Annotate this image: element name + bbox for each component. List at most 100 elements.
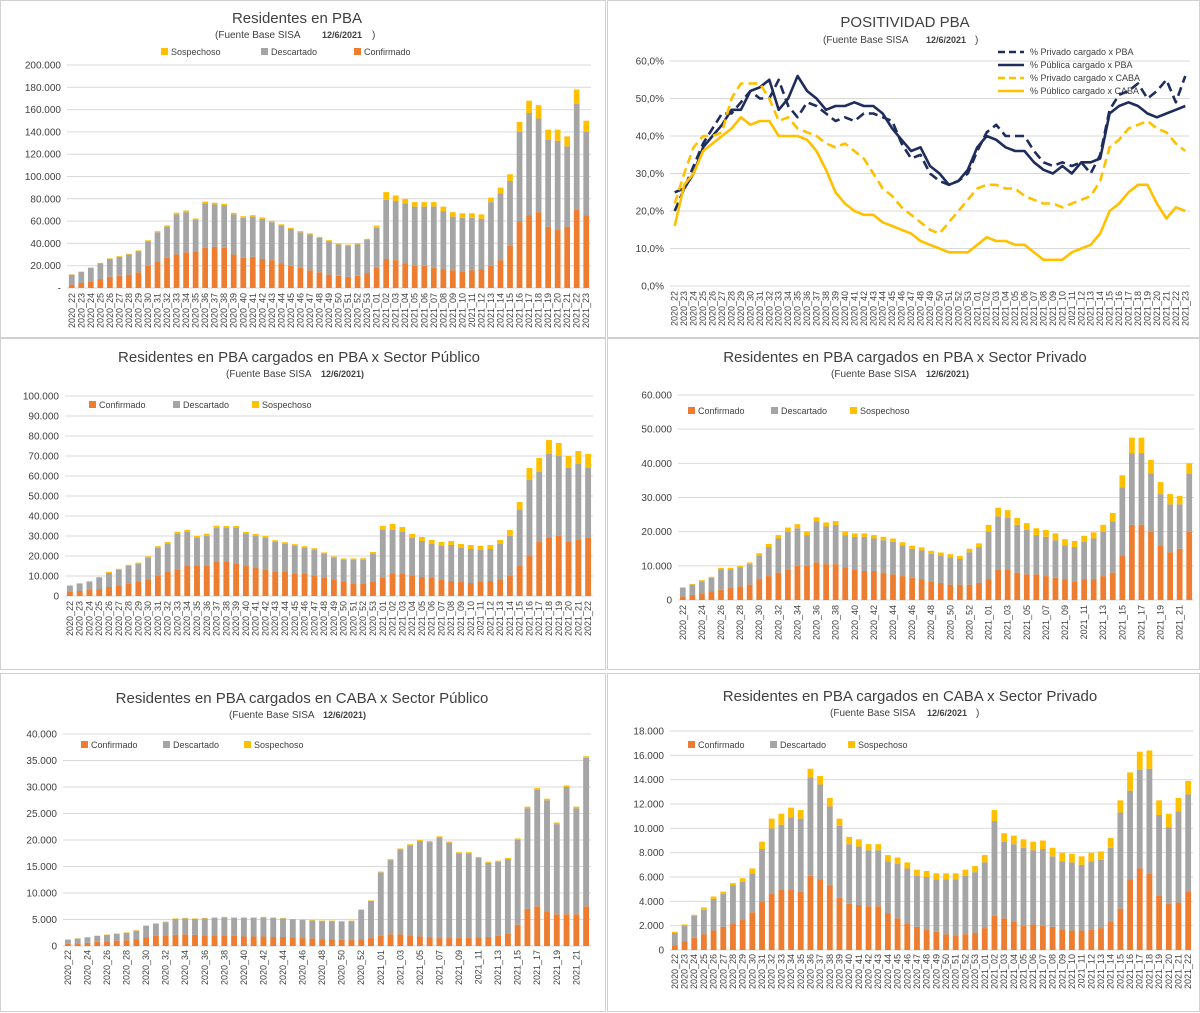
bar-descartado — [1158, 494, 1164, 545]
bar-confirmado — [370, 582, 376, 596]
bar-descartado — [183, 212, 189, 252]
bar-descartado — [145, 241, 151, 266]
bar-descartado — [1167, 504, 1173, 552]
x-tick-label: 2021_12 — [485, 601, 495, 636]
x-tick-label: 2020_38 — [219, 950, 229, 985]
bar-descartado — [114, 934, 120, 941]
x-tick-label: 2020_42 — [260, 601, 270, 636]
y-tick-label: 40,0% — [636, 132, 664, 143]
bar-sospechoso — [223, 526, 229, 528]
bar-sospechoso — [866, 844, 872, 850]
bar-descartado — [272, 542, 278, 572]
bar-descartado — [885, 861, 891, 913]
bar-confirmado — [785, 569, 791, 600]
x-tick-label: 2020_38 — [221, 601, 231, 636]
bar-descartado — [153, 924, 159, 936]
bar-descartado — [928, 554, 934, 581]
bar-sospechoso — [564, 785, 570, 787]
bar-confirmado — [517, 221, 523, 288]
bar-confirmado — [184, 566, 190, 596]
x-tick-label: 2021_22 — [1183, 954, 1193, 989]
bar-sospechoso — [107, 258, 113, 259]
bar-descartado — [292, 546, 298, 574]
bar-sospechoso — [1069, 854, 1075, 863]
y-tick-label: 60.000 — [28, 472, 59, 483]
bar-confirmado — [986, 580, 992, 601]
legend-label-sospechoso: Sospechoso — [254, 740, 304, 750]
x-tick-label: 2021_17 — [1135, 954, 1145, 989]
bar-confirmado — [380, 578, 386, 596]
x-tick-label: 2021_18 — [544, 601, 554, 636]
bar-descartado — [583, 132, 589, 216]
x-tick-label: 2020_28 — [124, 601, 134, 636]
bar-confirmado — [431, 268, 437, 288]
bar-confirmado — [307, 270, 313, 288]
bar-confirmado — [1177, 549, 1183, 600]
bar-descartado — [804, 535, 810, 566]
bar-confirmado — [270, 937, 276, 946]
x-tick-label: 2021_19 — [1154, 954, 1164, 989]
bar-confirmado — [890, 574, 896, 600]
bar-confirmado — [1062, 580, 1068, 601]
x-tick-label: 2020_35 — [192, 601, 202, 636]
bar-confirmado — [709, 591, 715, 600]
bar-descartado — [440, 211, 446, 269]
bar-sospechoso — [1005, 510, 1011, 518]
bar-confirmado — [165, 572, 171, 596]
bar-confirmado — [183, 252, 189, 288]
y-tick-label: 70.000 — [28, 452, 59, 463]
chart-subtitle-date: 12/6/2021 — [926, 35, 966, 45]
x-tick-label: 2021_11 — [1079, 605, 1089, 639]
bar-confirmado — [583, 216, 589, 288]
bar-descartado — [317, 238, 323, 273]
bar-sospechoso — [526, 101, 532, 113]
x-tick-label: 2021_15 — [513, 950, 523, 985]
chart-subtitle-source: (Fuente Base SISA — [229, 710, 315, 721]
bar-confirmado — [1079, 931, 1085, 950]
bar-sospechoso — [479, 214, 485, 218]
bar-confirmado — [795, 566, 801, 600]
bar-confirmado — [808, 876, 814, 950]
y-tick-label: 0 — [666, 596, 672, 607]
bar-sospechoso — [1072, 541, 1078, 547]
chart-subtitle-source: (Fuente Base SISA — [823, 35, 909, 46]
bar-descartado — [488, 202, 494, 266]
y-tick-label: 20.000 — [28, 552, 59, 563]
bar-confirmado — [204, 566, 210, 596]
chart-subtitle-close: ) — [976, 708, 979, 719]
bar-confirmado — [368, 938, 374, 946]
x-tick-label: 2020_32 — [773, 605, 783, 640]
bar-confirmado — [440, 269, 446, 288]
bar-sospechoso — [485, 862, 491, 863]
bar-descartado — [938, 556, 944, 583]
bar-confirmado — [78, 283, 84, 288]
bar-confirmado — [427, 938, 433, 946]
bar-confirmado — [992, 916, 998, 950]
bar-sospechoso — [221, 917, 227, 918]
bar-confirmado — [253, 568, 259, 596]
bar-descartado — [1177, 504, 1183, 548]
x-tick-label: 2021_15 — [1115, 954, 1125, 989]
bar-sospechoso — [309, 920, 315, 921]
bar-confirmado — [574, 210, 580, 288]
bar-confirmado — [505, 933, 511, 946]
bar-descartado — [77, 584, 83, 591]
bar-descartado — [133, 931, 139, 939]
bar-sospechoso — [1091, 532, 1097, 538]
bar-confirmado — [364, 274, 370, 288]
bar-sospechoso — [368, 900, 374, 901]
bar-sospechoso — [928, 551, 934, 554]
bar-sospechoso — [709, 577, 715, 578]
chart-pba-publico: Residentes en PBA cargados en PBA x Sect… — [1, 339, 607, 671]
bar-descartado — [390, 530, 396, 574]
bars — [672, 750, 1191, 950]
bar-sospechoso — [1148, 460, 1154, 474]
bar-descartado — [106, 573, 112, 587]
x-tick-label: 2020_22 — [67, 293, 77, 328]
bar-descartado — [766, 547, 772, 576]
bar-sospechoso — [827, 798, 833, 807]
x-tick-label: 2020_26 — [105, 293, 115, 328]
bar-confirmado — [904, 923, 910, 950]
bar-descartado — [833, 525, 839, 564]
x-tick-label: 2020_37 — [815, 954, 825, 989]
